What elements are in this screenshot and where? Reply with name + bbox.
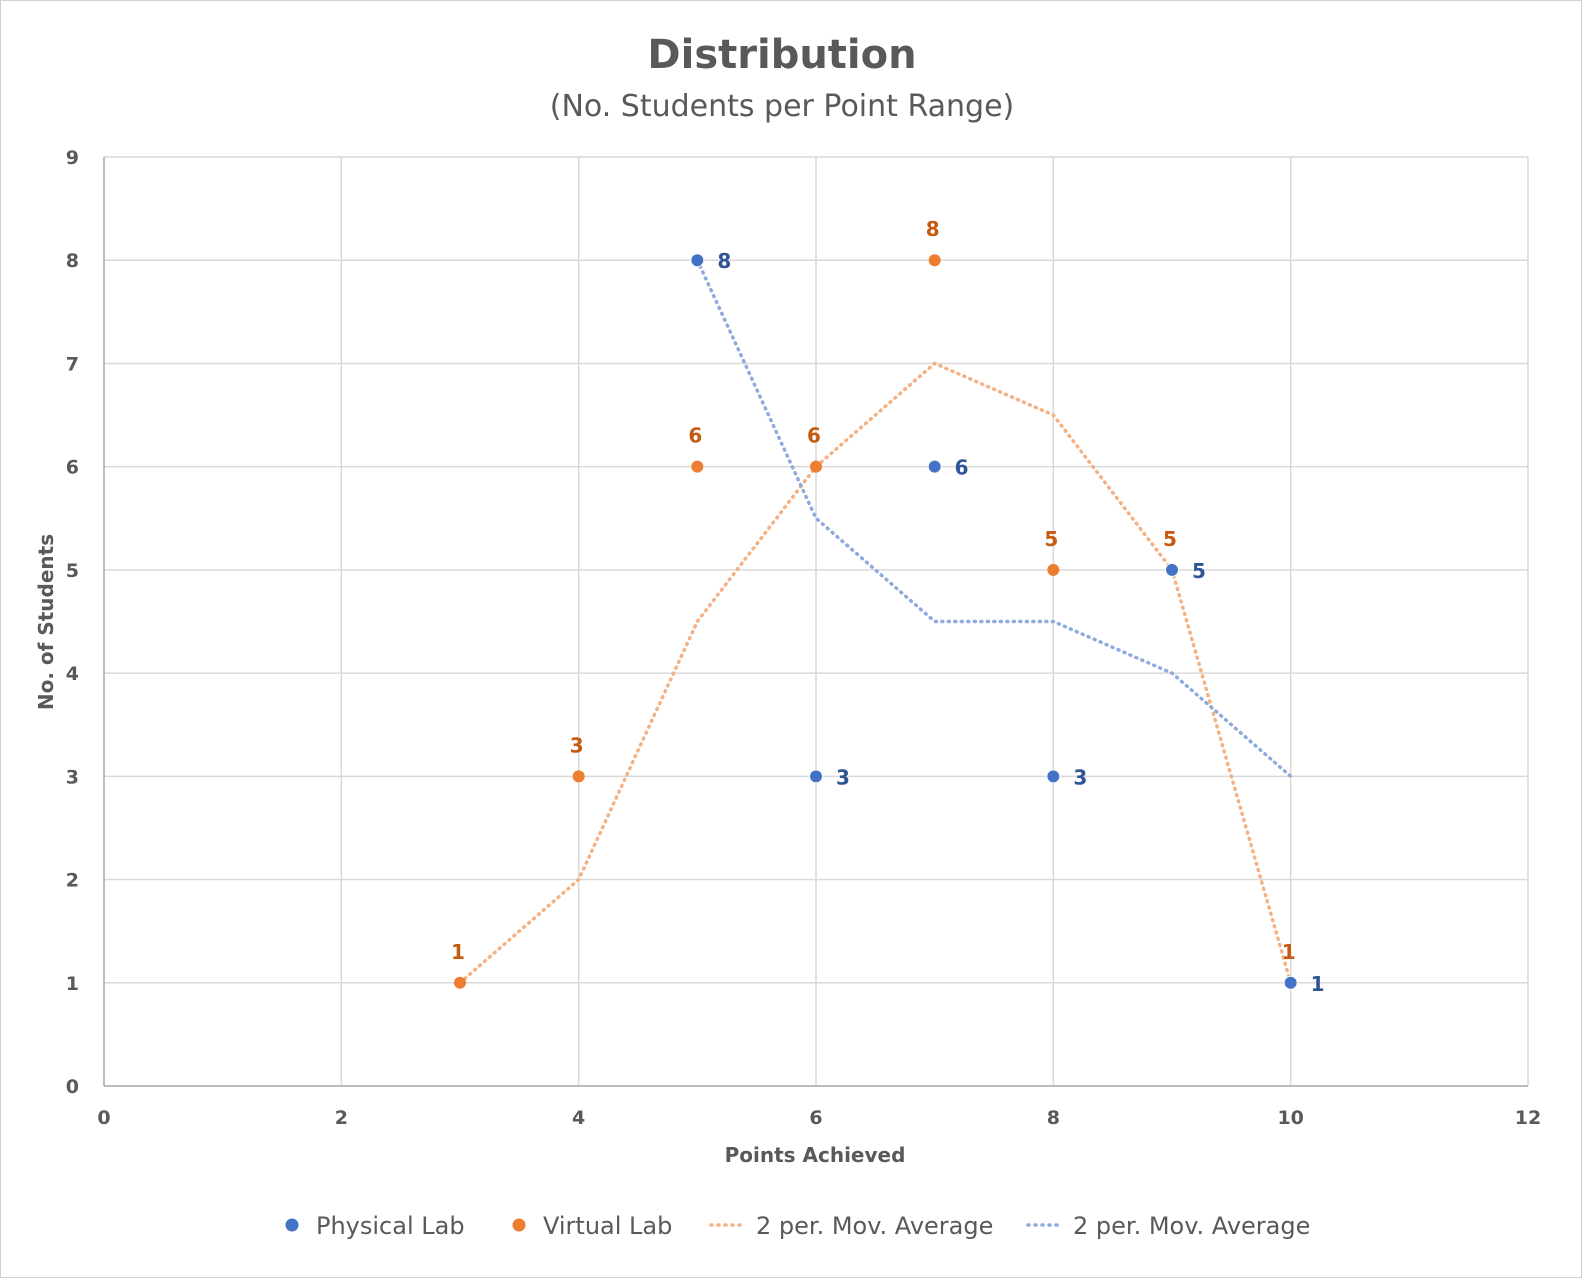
y-tick-label: 3 — [66, 766, 79, 788]
y-tick-label: 6 — [66, 457, 79, 479]
legend-label: Physical Lab — [316, 1212, 465, 1240]
legend-item: Virtual Lab — [512, 1212, 672, 1240]
y-tick-label: 0 — [66, 1076, 79, 1098]
virtual-lab-data-label: 5 — [1163, 527, 1177, 551]
legend: Physical Lab Virtual Lab 2 per. Mov. Avera… — [285, 1212, 1310, 1240]
legend-marker — [285, 1218, 299, 1232]
virtual-lab-point — [928, 254, 941, 267]
virtual-lab-data-label: 3 — [570, 733, 584, 757]
chart-title: Distribution — [647, 32, 916, 78]
virtual-lab-point — [1047, 563, 1060, 576]
legend-marker — [512, 1218, 526, 1232]
y-tick-label: 8 — [66, 250, 79, 272]
legend-item: 2 per. Mov. Average — [1026, 1212, 1310, 1240]
moving-average-line-2 — [695, 258, 1293, 779]
physical-lab-data-label: 1 — [1311, 972, 1325, 996]
physical-lab-point — [1283, 975, 1298, 990]
physical-lab-data-label: 6 — [955, 456, 969, 480]
physical-lab-point — [1046, 769, 1061, 784]
virtual-lab-point — [454, 976, 466, 989]
physical-lab-data-label: 5 — [1192, 559, 1206, 583]
physical-lab-data-label: 8 — [717, 249, 731, 273]
physical-lab-point — [809, 769, 823, 784]
x-tick-label: 8 — [1047, 1107, 1060, 1129]
physical-lab-point — [690, 253, 705, 268]
virtual-lab-point — [691, 460, 704, 473]
virtual-lab-point — [810, 460, 822, 473]
y-tick-label: 4 — [66, 663, 79, 685]
legend-label: 2 per. Mov. Average — [756, 1212, 993, 1240]
physical-lab-point — [1165, 562, 1179, 577]
data-points — [454, 253, 1298, 990]
x-tick-label: 4 — [572, 1107, 585, 1129]
y-tick-label: 9 — [66, 147, 79, 169]
virtual-lab-data-label: 8 — [926, 217, 940, 241]
virtual-lab-data-label: 6 — [807, 424, 821, 448]
virtual-lab-data-label: 5 — [1044, 527, 1058, 551]
x-tick-label: 10 — [1277, 1107, 1303, 1129]
virtual-lab-point — [572, 770, 585, 783]
physical-lab-data-label: 3 — [836, 765, 850, 789]
y-tick-label: 1 — [66, 973, 79, 995]
y-axis-title: No. of Students — [34, 534, 58, 710]
x-tick-label: 0 — [97, 1107, 110, 1129]
moving-average-line-1 — [458, 361, 1293, 985]
x-tick-label: 12 — [1515, 1107, 1541, 1129]
legend-label: 2 per. Mov. Average — [1073, 1212, 1310, 1240]
y-tick-label: 7 — [66, 353, 79, 375]
legend-item: 2 per. Mov. Average — [709, 1212, 993, 1240]
legend-item: Physical Lab — [285, 1212, 465, 1240]
legend-label: Virtual Lab — [543, 1212, 672, 1240]
trendlines — [458, 258, 1293, 985]
virtual-lab-data-label: 6 — [688, 424, 702, 448]
y-tick-label: 5 — [66, 560, 79, 582]
x-tick-label: 2 — [335, 1107, 348, 1129]
physical-lab-point — [927, 459, 942, 474]
x-axis-title: Points Achieved — [725, 1143, 906, 1167]
virtual-lab-data-label: 1 — [1282, 940, 1296, 964]
virtual-lab-data-label: 1 — [451, 940, 465, 964]
chart-subtitle: (No. Students per Point Range) — [550, 89, 1015, 124]
x-tick-label: 6 — [809, 1107, 822, 1129]
gridlines — [104, 156, 1529, 1086]
y-tick-label: 2 — [66, 870, 79, 892]
physical-lab-data-label: 3 — [1073, 765, 1087, 789]
